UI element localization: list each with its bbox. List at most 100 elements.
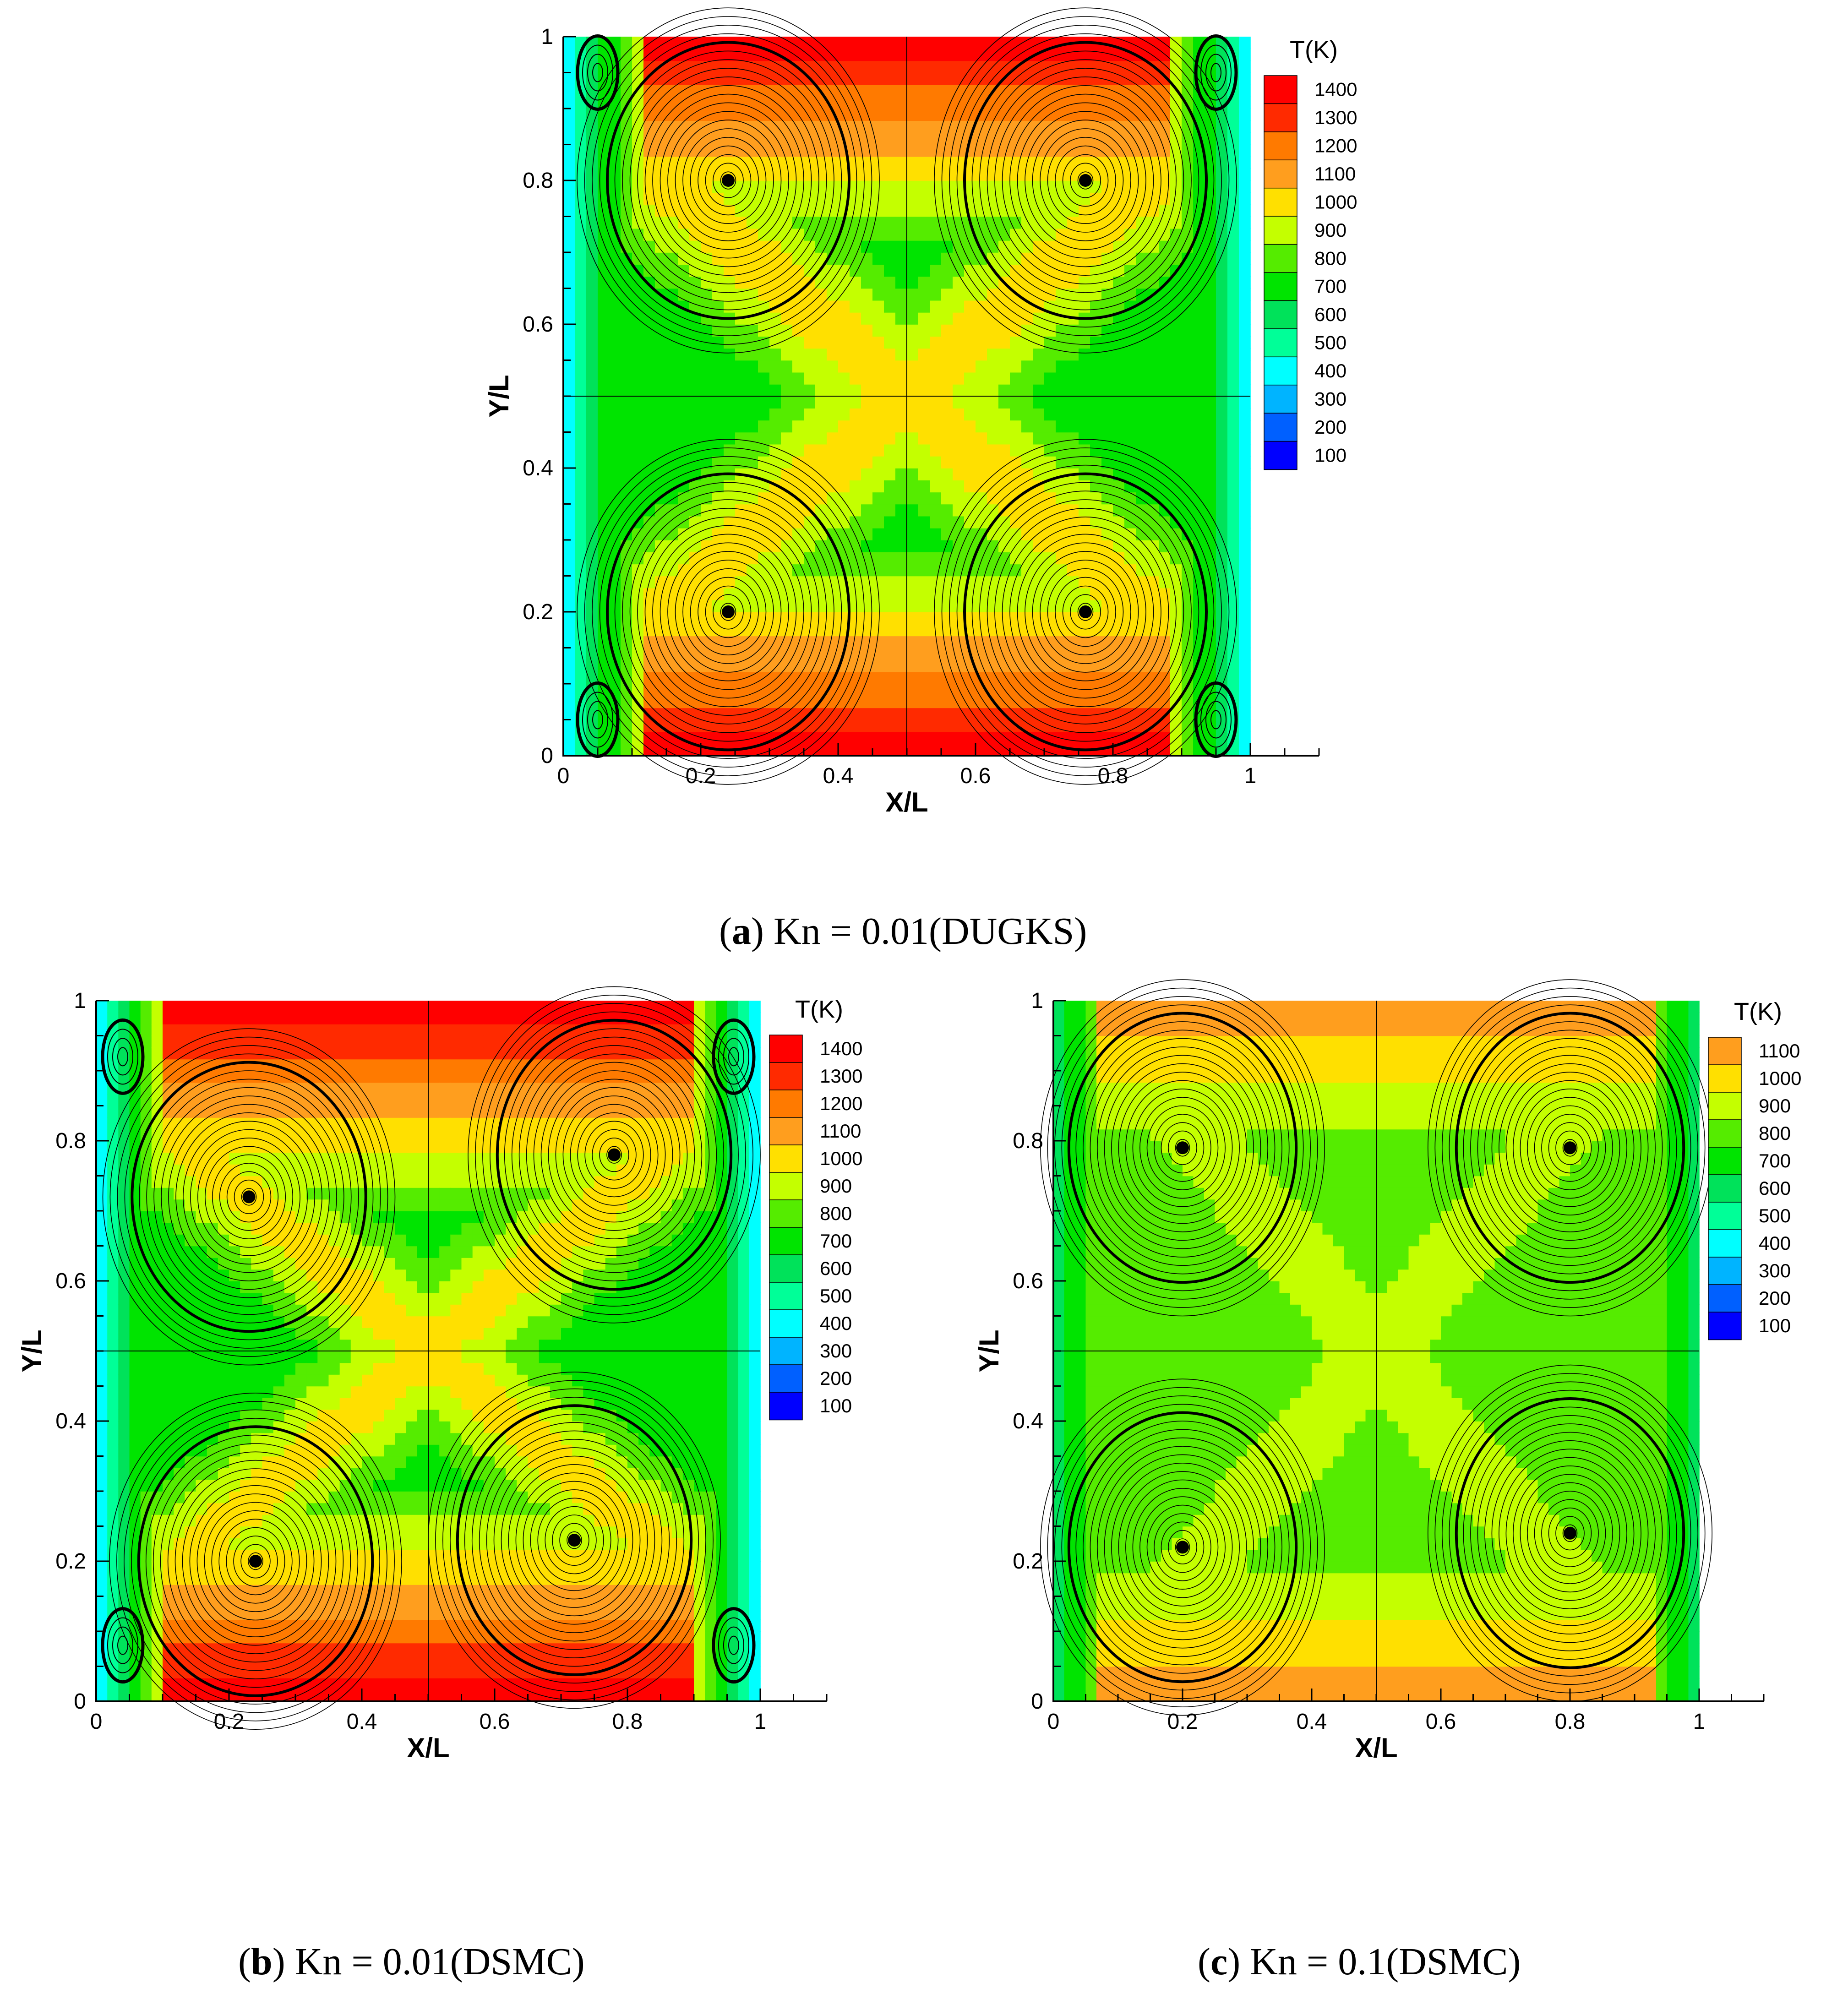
colorbar-swatch	[1708, 1092, 1742, 1121]
corner-vortex-4	[712, 1607, 756, 1684]
streamline	[523, 1481, 626, 1600]
streamline	[1491, 1440, 1649, 1626]
streamline	[1484, 1432, 1656, 1634]
colorbar-swatch	[769, 1199, 803, 1228]
streamline	[1513, 1080, 1627, 1215]
streamline	[941, 447, 1230, 776]
y-tick-label: 0.2	[55, 1549, 86, 1574]
colorbar-title: T(K)	[1734, 998, 1782, 1025]
streamline	[1477, 1423, 1663, 1643]
colorbar-title: T(K)	[795, 996, 843, 1023]
streamline	[1146, 1105, 1219, 1190]
streamline	[1070, 163, 1101, 198]
temperature-field	[1053, 1001, 1700, 1702]
streamline	[515, 1472, 633, 1608]
chart-panel-c: 0 0.2 0.4 0.6 0.8 1 0 0.2 0.4 0.6 0.8 1 X/L Y/L T(K) 11…	[962, 979, 1841, 1791]
streamline	[592, 710, 603, 730]
streamline	[582, 44, 613, 101]
colorbar-swatch	[769, 1364, 803, 1393]
streamline	[1077, 603, 1094, 621]
streamline	[1442, 1381, 1699, 1685]
streamline	[971, 50, 1199, 310]
x-tick-label: 0	[1047, 1710, 1060, 1734]
streamline	[979, 59, 1192, 302]
streamline	[486, 1438, 663, 1642]
streamline	[614, 482, 842, 742]
colorbar-swatch	[769, 1254, 803, 1283]
x-tick-label: 1	[754, 1710, 767, 1734]
colorbar-swatch	[1264, 328, 1297, 358]
streamline	[204, 1146, 293, 1248]
streamline	[1205, 701, 1227, 739]
vortex-2	[1427, 979, 1713, 1317]
colorbar-label: 1200	[820, 1093, 862, 1114]
x-axis-label: X/L	[407, 1732, 449, 1763]
streamline	[644, 517, 812, 708]
streamline	[1463, 1406, 1677, 1660]
colorbar-label: 1300	[820, 1065, 862, 1087]
streamline	[1062, 585, 1109, 638]
streamline	[1200, 692, 1232, 748]
streamline	[1555, 1130, 1585, 1165]
streamline	[174, 1468, 337, 1654]
colorbar-label: 1000	[1759, 1068, 1801, 1089]
streamline	[587, 54, 608, 92]
streamline	[196, 1493, 315, 1629]
streamline	[1541, 1114, 1599, 1182]
colorbar-label: 1100	[820, 1120, 861, 1142]
axes: 0 0.2 0.4 0.6 0.8 1 0 0.2 0.4 0.6 0.8 1 X/L Y/L	[484, 25, 1320, 817]
colorbar-swatch	[1708, 1174, 1742, 1203]
y-tick-label: 0.8	[523, 169, 553, 193]
streamline	[720, 171, 736, 190]
streamline	[233, 1536, 278, 1587]
streamline	[160, 1451, 351, 1671]
streamline	[218, 1519, 293, 1604]
streamline	[435, 1380, 714, 1700]
streamline	[1118, 1471, 1247, 1623]
colorbar-label: 500	[820, 1285, 852, 1307]
streamline	[622, 490, 834, 733]
colorbar-label: 700	[1759, 1150, 1791, 1171]
caption-a-letter: a	[731, 910, 751, 953]
streamline	[504, 1028, 725, 1281]
y-tick-label: 1	[541, 25, 553, 49]
streamline	[713, 163, 744, 198]
vortex-1	[577, 7, 880, 354]
streamline	[584, 447, 872, 776]
colorbar-swatch	[1708, 1284, 1742, 1313]
corner-vortex-2	[712, 1018, 756, 1095]
streamline	[175, 1112, 322, 1281]
streamline	[189, 1485, 322, 1638]
caption-a: (a) Kn = 0.01(DUGKS)	[719, 910, 1087, 953]
streamline	[1210, 710, 1221, 730]
streamline	[1040, 560, 1131, 664]
streamline	[545, 1506, 604, 1574]
streamline	[994, 76, 1177, 284]
streamline	[562, 1095, 666, 1214]
streamline	[1499, 1063, 1641, 1232]
y-tick-label: 0.8	[1013, 1129, 1043, 1153]
streamline	[1161, 1122, 1205, 1174]
streamline	[956, 33, 1215, 328]
streamline	[682, 128, 774, 233]
chart-b-svg: 0 0.2 0.4 0.6 0.8 1 0 0.2 0.4 0.6 0.8 1 X/L Y/L T(K) 14…	[16, 986, 862, 1763]
colorbar-label: 900	[1314, 219, 1346, 241]
streamline	[1025, 111, 1146, 250]
colorbar-label: 400	[1759, 1232, 1791, 1254]
colorbar: T(K) 1400 1300 1200 1100 1000 900 800 700 600 500 4…	[769, 996, 862, 1421]
streamlines	[96, 986, 761, 1730]
streamline	[606, 472, 850, 752]
colorbar-label: 200	[1314, 416, 1346, 438]
x-tick-label: 0.8	[1555, 1710, 1586, 1734]
x-tick-label: 0.4	[823, 764, 854, 788]
colorbar-label: 100	[820, 1395, 852, 1416]
streamline	[234, 1179, 264, 1214]
streamline	[1070, 594, 1101, 630]
streamline	[112, 1038, 133, 1076]
streamline	[161, 1095, 337, 1298]
streamline	[1132, 1088, 1233, 1207]
colorbar-swatch	[769, 1144, 803, 1173]
streamline	[1154, 1513, 1211, 1581]
colorbar-label: 700	[1314, 276, 1346, 297]
streamline	[1210, 63, 1221, 82]
